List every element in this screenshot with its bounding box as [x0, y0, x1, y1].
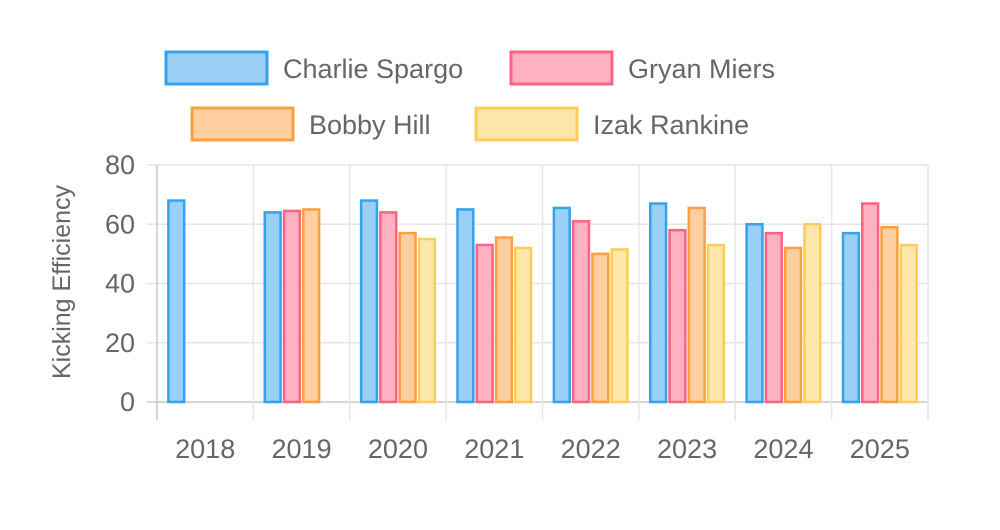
x-tick-label-2019: 2019: [272, 434, 332, 464]
bar-izak-rankine-2025: [899, 243, 918, 404]
x-tick-label-2018: 2018: [175, 434, 235, 464]
bar-gryan-miers-2025: [861, 202, 880, 404]
bar-charlie-spargo-2024: [745, 223, 764, 404]
bar-izak-rankine-2020: [417, 237, 437, 404]
x-tick-label-2023: 2023: [657, 434, 717, 464]
bar-charlie-spargo-2018: [167, 199, 186, 404]
bar-charlie-spargo-2023: [648, 202, 668, 404]
y-axis: 0 20 40 60 80: [105, 150, 135, 417]
bar-charlie-spargo-2021: [456, 208, 475, 404]
legend-label-gryan-miers: Gryan Miers: [628, 54, 775, 84]
bar-bobby-hill-2020: [398, 231, 417, 404]
bar-bobby-hill-2022: [591, 252, 610, 404]
legend-item-gryan-miers[interactable]: Gryan Miers: [509, 50, 775, 86]
x-tick-label-2020: 2020: [368, 434, 428, 464]
legend: Charlie Spargo Gryan Miers Bobby Hill Izak …: [164, 50, 775, 142]
bar-charlie-spargo-2020: [359, 199, 379, 404]
bar-gryan-miers-2024: [764, 231, 783, 404]
legend-item-bobby-hill[interactable]: Bobby Hill: [190, 106, 431, 142]
bar-gryan-miers-2023: [668, 228, 687, 404]
bar-izak-rankine-2023: [706, 243, 726, 404]
legend-swatch-izak-rankine: [474, 106, 579, 142]
bar-gryan-miers-2019: [282, 209, 302, 404]
y-tick-label-40: 40: [105, 269, 135, 299]
y-tick-label-60: 60: [105, 209, 135, 239]
bar-gryan-miers-2021: [475, 243, 494, 404]
bar-izak-rankine-2024: [803, 223, 822, 404]
x-axis: 2018 2019 2020 2021 2022 2023 2024 2025: [175, 434, 910, 464]
legend-label-charlie-spargo: Charlie Spargo: [283, 54, 463, 84]
bars: [167, 199, 918, 404]
legend-label-izak-rankine: Izak Rankine: [593, 110, 749, 140]
x-tick-label-2022: 2022: [561, 434, 621, 464]
bar-gryan-miers-2020: [379, 211, 398, 404]
legend-swatch-bobby-hill: [190, 106, 295, 142]
bar-gryan-miers-2022: [571, 220, 591, 404]
bar-charlie-spargo-2019: [263, 211, 282, 404]
legend-label-bobby-hill: Bobby Hill: [309, 110, 431, 140]
bar-bobby-hill-2021: [494, 236, 514, 404]
legend-item-izak-rankine[interactable]: Izak Rankine: [474, 106, 749, 142]
bar-charlie-spargo-2022: [552, 206, 571, 404]
y-tick-label-20: 20: [105, 328, 135, 358]
y-axis-title: Kicking Efficiency: [48, 184, 76, 379]
y-tick-label-80: 80: [105, 150, 135, 180]
bar-charlie-spargo-2025: [841, 231, 861, 404]
legend-swatch-gryan-miers: [509, 50, 614, 86]
legend-swatch-charlie-spargo: [164, 50, 269, 86]
bar-izak-rankine-2022: [610, 248, 629, 404]
bar-bobby-hill-2025: [880, 225, 899, 404]
x-tick-label-2025: 2025: [850, 434, 910, 464]
x-tick-label-2021: 2021: [464, 434, 524, 464]
x-tick-label-2024: 2024: [753, 434, 813, 464]
bar-bobby-hill-2019: [302, 208, 321, 404]
bar-izak-rankine-2021: [514, 246, 533, 404]
y-tick-label-0: 0: [120, 387, 135, 417]
legend-item-charlie-spargo[interactable]: Charlie Spargo: [164, 50, 463, 86]
bar-bobby-hill-2023: [687, 206, 706, 404]
bar-bobby-hill-2024: [783, 246, 803, 404]
